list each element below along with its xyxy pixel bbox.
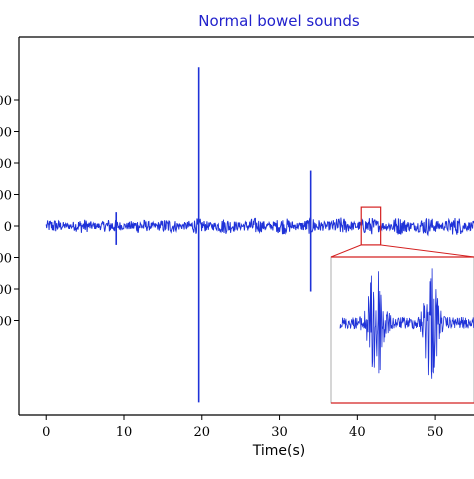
y-tick-label: 0: [4, 220, 12, 235]
y-tick-label: 00: [0, 126, 12, 141]
spike-layer: [115, 67, 312, 403]
x-axis-label: Time(s): [252, 443, 305, 459]
x-tick-label: 30: [271, 425, 288, 440]
inset-plot: [330, 256, 474, 404]
y-tick-label: 00: [0, 157, 12, 172]
signal-layer: [45, 217, 474, 237]
x-tick-label: 10: [116, 425, 133, 440]
inset-frame: [330, 256, 474, 404]
y-tick-label: 00: [0, 189, 12, 204]
chart-title: Normal bowel sounds: [198, 12, 360, 30]
x-tick-label: 20: [194, 425, 211, 440]
y-tick-label: 00: [0, 252, 12, 267]
zoom-connector-left: [330, 244, 362, 258]
x-tick-label: 40: [349, 425, 366, 440]
y-tick-label: 00: [0, 94, 12, 109]
x-axis-ticks: 0 10 20 30 40 50: [42, 415, 443, 440]
zoom-overlay: [330, 206, 474, 258]
y-axis-ticks: 000000000000000: [0, 94, 19, 330]
y-tick-label: 00: [0, 315, 12, 330]
x-tick-label: 50: [427, 425, 444, 440]
inset-signal-line: [339, 268, 474, 379]
y-tick-label: 00: [0, 283, 12, 298]
signal-line: [45, 217, 474, 237]
zoom-connector-right: [380, 244, 474, 258]
zoom-window-box: [360, 206, 382, 246]
x-tick-label: 0: [42, 425, 50, 440]
